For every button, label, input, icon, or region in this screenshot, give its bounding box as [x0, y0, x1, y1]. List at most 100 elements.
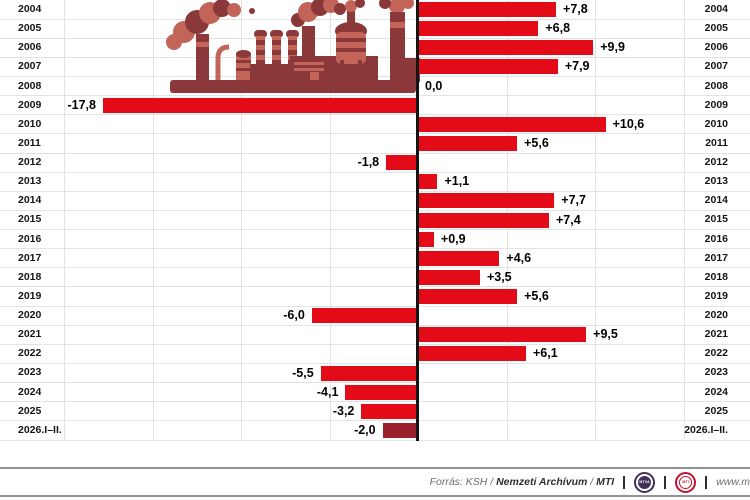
horizontal-gridline: [0, 267, 750, 269]
horizontal-gridline: [0, 343, 750, 345]
horizontal-gridline: [0, 114, 750, 116]
year-label-right: 2007: [704, 60, 728, 73]
year-label-left: 2009: [18, 98, 42, 111]
vertical-gridline: [152, 0, 154, 440]
value-label: +7,8: [563, 2, 588, 17]
horizontal-gridline: [0, 324, 750, 326]
year-label-left: 2015: [18, 213, 42, 226]
year-label-left: 2005: [18, 22, 42, 35]
bar: [418, 193, 555, 209]
year-label-right: 2023: [704, 366, 728, 379]
mtva-logo-icon: MTVA: [634, 471, 656, 493]
vertical-gridline: [329, 0, 331, 440]
value-label: +0,9: [440, 231, 466, 246]
year-label-left: 2023: [18, 366, 42, 379]
horizontal-gridline: [0, 401, 750, 403]
horizontal-gridline: [0, 229, 750, 231]
value-label: -6,0: [283, 308, 305, 323]
bar: [418, 231, 434, 247]
horizontal-gridline: [0, 152, 750, 154]
year-label-right: 2026.I–II.: [684, 423, 728, 436]
vertical-gridline: [64, 0, 65, 440]
year-label-left: 2012: [18, 156, 42, 169]
value-label: -1,8: [357, 155, 380, 170]
horizontal-gridline: [0, 209, 750, 211]
horizontal-gridline: [0, 286, 750, 288]
year-label-right: 2008: [704, 79, 728, 92]
value-label: +5,6: [524, 135, 549, 150]
year-label-right: 2020: [704, 309, 728, 322]
value-label: +6,8: [545, 21, 571, 36]
bar-chart: 2004 2004 +7,8 2005 2005 +6,8 2006 2006 +9,9 2007…: [0, 0, 750, 441]
year-label-left: 2006: [18, 41, 42, 54]
website-text: www.m: [716, 476, 750, 488]
footer-top-divider: [0, 467, 750, 469]
bar: [320, 365, 418, 381]
source-mti: MTI: [596, 476, 615, 488]
value-label: 0,0: [425, 78, 443, 93]
year-label-left: 2024: [18, 385, 42, 398]
bar: [386, 155, 418, 171]
bar: [418, 327, 587, 343]
year-label-right: 2009: [704, 98, 728, 111]
year-label-left: 2014: [18, 194, 42, 207]
bar: [418, 174, 438, 190]
year-label-left: 2025: [18, 404, 42, 417]
year-label-right: 2011: [705, 136, 728, 149]
bar: [345, 384, 418, 400]
year-label-right: 2004: [704, 3, 728, 15]
horizontal-gridline: [0, 382, 750, 384]
value-label: +9,5: [593, 327, 618, 342]
year-label-left: 2016: [18, 232, 42, 245]
value-label: +1,1: [444, 174, 470, 189]
bar: [418, 346, 526, 362]
year-label-left: 2008: [18, 79, 42, 92]
horizontal-gridline: [0, 305, 750, 307]
bar: [418, 40, 594, 56]
year-label-right: 2010: [704, 117, 728, 130]
year-label-right: 2025: [704, 404, 728, 417]
value-label: +5,6: [524, 289, 549, 304]
mti-logo-icon: MTI: [675, 471, 697, 493]
source-archive: Nemzeti Archívum: [496, 476, 588, 488]
horizontal-gridline: [0, 95, 750, 97]
bar: [418, 21, 539, 37]
bar: [418, 116, 606, 132]
year-label-right: 2012: [704, 156, 728, 169]
horizontal-gridline: [0, 18, 750, 20]
bar: [418, 212, 549, 228]
horizontal-gridline: [0, 37, 750, 39]
factory-icon: [166, 0, 420, 93]
year-label-right: 2021: [704, 328, 728, 341]
bar: [361, 403, 418, 419]
source-separator: /: [587, 476, 597, 488]
value-label: -4,1: [316, 384, 339, 399]
year-label-right: 2014: [704, 194, 728, 207]
year-label-left: 2011: [18, 136, 41, 149]
year-label-left: 2026.I–II.: [18, 423, 62, 436]
bar: [418, 250, 500, 266]
year-label-left: 2022: [18, 347, 42, 360]
value-label: +7,7: [561, 193, 586, 208]
year-label-right: 2006: [704, 41, 728, 54]
vertical-gridline: [683, 0, 685, 440]
value-label: +6,1: [532, 346, 558, 361]
year-label-right: 2005: [704, 22, 728, 35]
source-credit: Forrás: KSH / Nemzeti Archívum / MTI: [430, 476, 615, 488]
horizontal-gridline: [0, 439, 750, 441]
bar: [418, 269, 480, 285]
year-label-left: 2017: [18, 251, 42, 264]
year-label-left: 2007: [18, 60, 42, 73]
year-label-right: 2016: [704, 232, 728, 245]
value-label: +10,6: [612, 116, 645, 131]
year-label-right: 2024: [704, 385, 728, 398]
value-label: +7,9: [564, 59, 590, 74]
year-label-left: 2019: [18, 289, 42, 302]
value-label: -2,0: [354, 422, 376, 437]
bar: [418, 2, 557, 18]
separator-bar-icon: [623, 475, 626, 489]
year-label-left: 2010: [18, 117, 42, 130]
vertical-gridline: [241, 0, 242, 440]
year-label-left: 2018: [18, 270, 42, 283]
